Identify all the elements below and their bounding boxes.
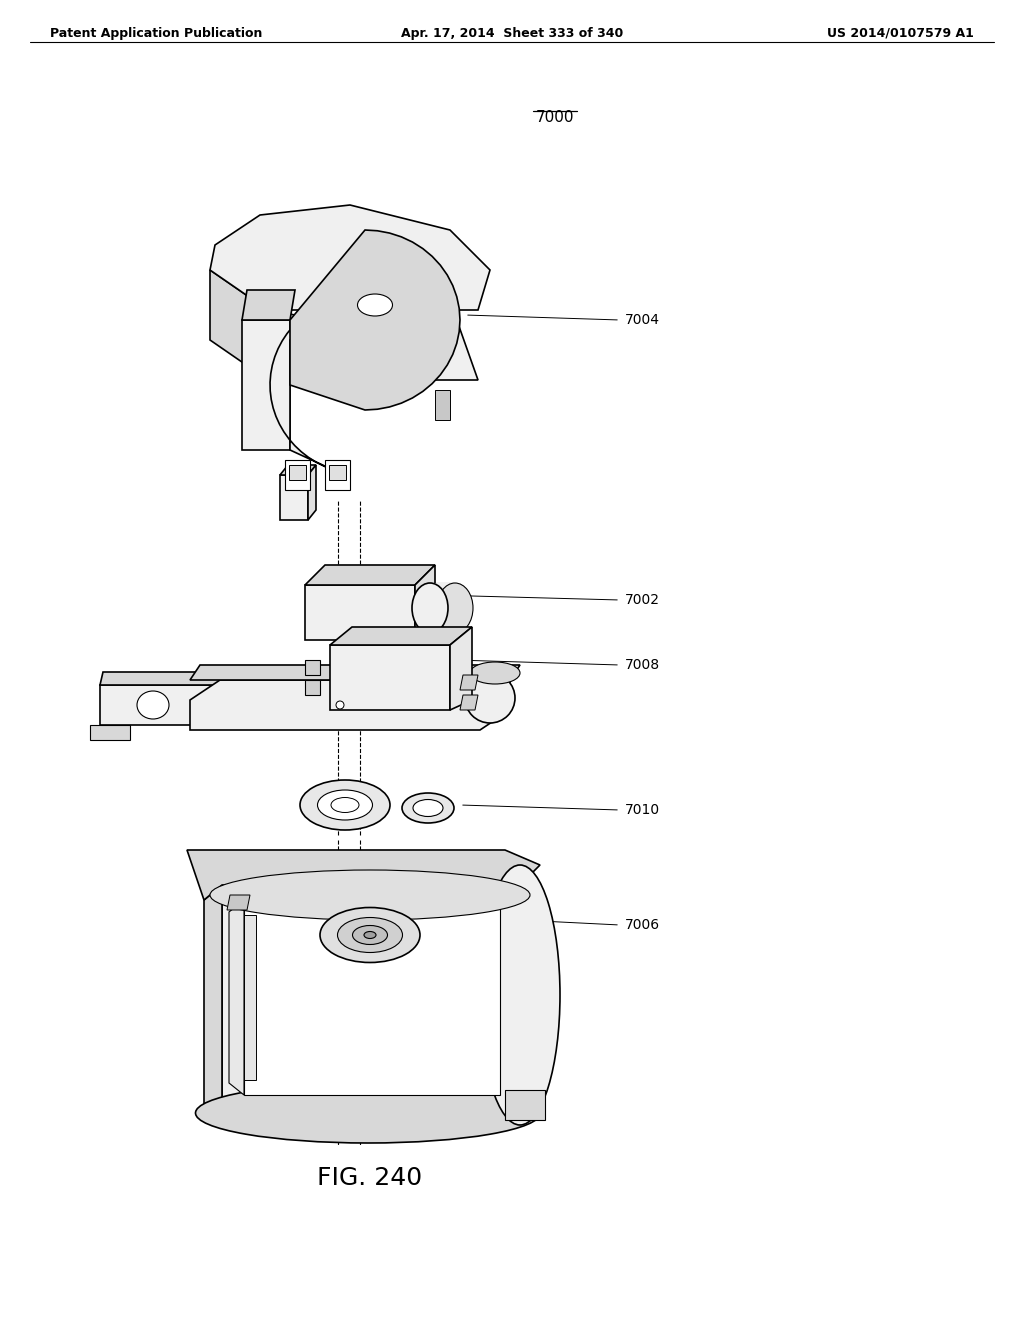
Polygon shape	[415, 565, 435, 640]
Polygon shape	[244, 915, 256, 1080]
Polygon shape	[187, 850, 540, 900]
Polygon shape	[210, 205, 490, 310]
Ellipse shape	[319, 908, 420, 962]
Polygon shape	[222, 884, 520, 1119]
Polygon shape	[280, 465, 316, 475]
Polygon shape	[308, 465, 316, 520]
Ellipse shape	[402, 793, 454, 822]
Polygon shape	[280, 475, 308, 520]
Polygon shape	[90, 725, 130, 741]
Polygon shape	[242, 319, 290, 450]
Polygon shape	[325, 459, 350, 490]
Polygon shape	[210, 271, 268, 380]
Polygon shape	[227, 895, 250, 909]
Polygon shape	[430, 583, 455, 634]
Polygon shape	[290, 230, 460, 411]
Ellipse shape	[331, 797, 359, 813]
Polygon shape	[305, 660, 319, 675]
Polygon shape	[100, 685, 225, 725]
Polygon shape	[244, 900, 500, 1096]
Text: 7002: 7002	[625, 593, 660, 607]
Polygon shape	[289, 465, 306, 480]
Ellipse shape	[336, 701, 344, 709]
Ellipse shape	[300, 780, 390, 830]
Polygon shape	[190, 680, 510, 730]
Polygon shape	[505, 1090, 545, 1119]
Polygon shape	[190, 665, 520, 680]
Polygon shape	[305, 585, 415, 640]
Text: FIG. 240: FIG. 240	[317, 1166, 423, 1191]
Ellipse shape	[210, 870, 530, 920]
Polygon shape	[204, 884, 222, 1119]
Polygon shape	[305, 565, 435, 585]
Polygon shape	[270, 294, 365, 470]
Text: Apr. 17, 2014  Sheet 333 of 340: Apr. 17, 2014 Sheet 333 of 340	[400, 26, 624, 40]
Ellipse shape	[412, 583, 449, 634]
Polygon shape	[460, 696, 478, 710]
Ellipse shape	[357, 294, 392, 315]
Polygon shape	[460, 675, 478, 690]
Polygon shape	[329, 465, 346, 480]
Polygon shape	[285, 459, 310, 490]
Ellipse shape	[465, 673, 515, 723]
Text: 7008: 7008	[625, 657, 660, 672]
Polygon shape	[229, 900, 244, 1096]
Polygon shape	[100, 672, 228, 685]
Ellipse shape	[413, 800, 443, 817]
Ellipse shape	[437, 583, 473, 634]
Text: US 2014/0107579 A1: US 2014/0107579 A1	[827, 26, 974, 40]
Polygon shape	[435, 389, 450, 420]
Ellipse shape	[338, 917, 402, 953]
Polygon shape	[305, 680, 319, 696]
Polygon shape	[450, 627, 472, 710]
Text: 7000: 7000	[536, 110, 574, 125]
Text: 7010: 7010	[625, 803, 660, 817]
Ellipse shape	[317, 789, 373, 820]
Polygon shape	[268, 310, 478, 380]
Text: Patent Application Publication: Patent Application Publication	[50, 26, 262, 40]
Ellipse shape	[470, 663, 520, 684]
Text: 7004: 7004	[625, 313, 660, 327]
Ellipse shape	[364, 932, 376, 939]
Ellipse shape	[137, 690, 169, 719]
Polygon shape	[242, 290, 295, 319]
Ellipse shape	[352, 925, 387, 945]
Text: 7006: 7006	[625, 917, 660, 932]
Polygon shape	[330, 627, 472, 645]
Ellipse shape	[196, 1082, 541, 1143]
Polygon shape	[330, 645, 450, 710]
Ellipse shape	[480, 865, 560, 1125]
